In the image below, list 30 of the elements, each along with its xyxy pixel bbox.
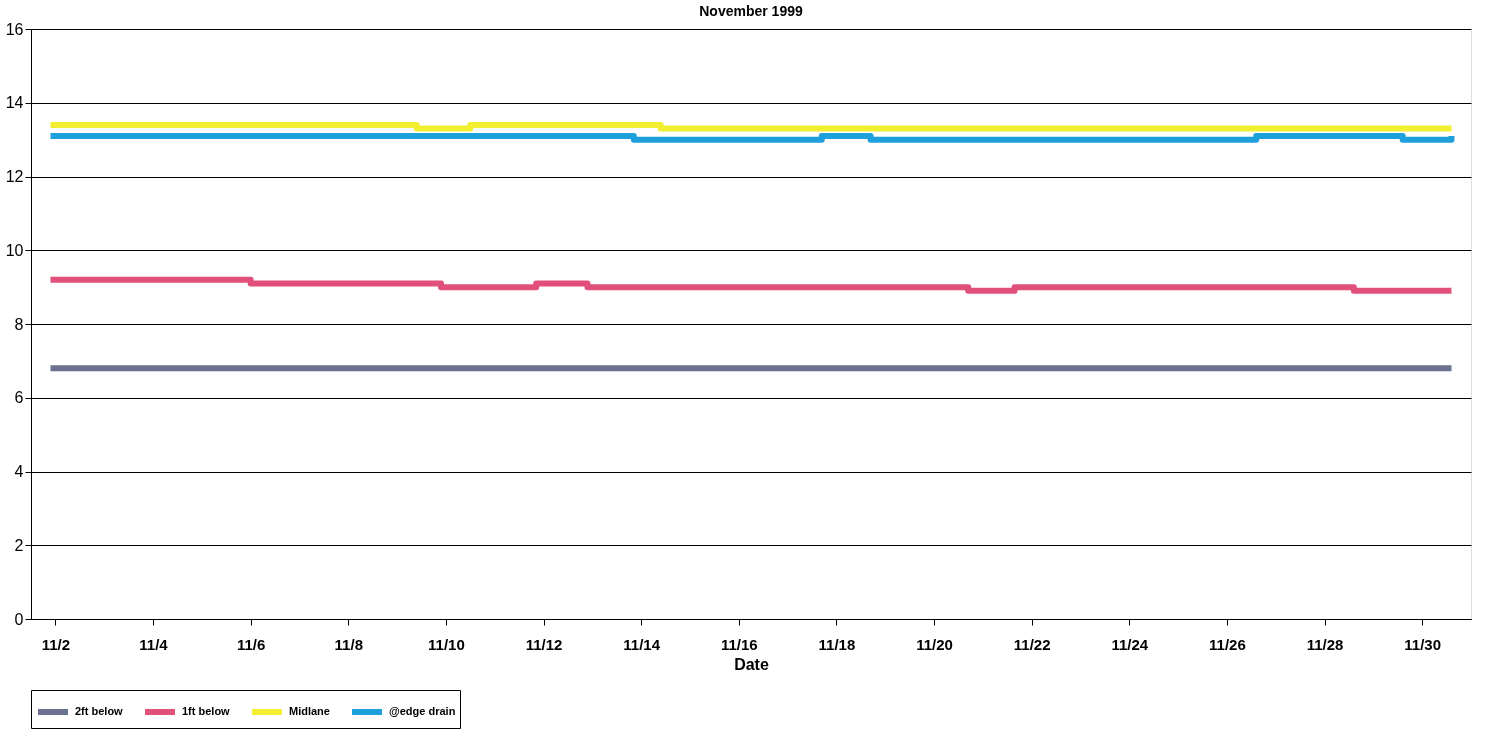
legend-label: 1ft below — [182, 705, 231, 717]
x-tick-label: 11/26 — [1209, 635, 1246, 653]
x-tick-label: 11/8 — [334, 635, 363, 653]
legend-label: Midlane — [289, 705, 330, 717]
y-tick-label: 4 — [14, 463, 24, 480]
y-tick-label: 2 — [14, 536, 24, 554]
y-tick-label: 16 — [5, 20, 24, 38]
y-tick-label: 10 — [5, 241, 24, 259]
x-tick-label: 11/16 — [720, 635, 758, 653]
x-tick-label: 11/10 — [428, 635, 465, 653]
x-tick-label: 11/2 — [41, 635, 71, 653]
chart-title: November 1999 — [699, 3, 803, 19]
x-tick-label: 11/28 — [1306, 635, 1344, 653]
y-tick-label: 12 — [5, 168, 24, 185]
y-tick-label: 8 — [14, 315, 24, 333]
x-tick-label: 11/18 — [818, 635, 856, 653]
x-tick-label: 11/24 — [1111, 635, 1149, 653]
legend-label: 2ft below — [75, 705, 124, 717]
x-tick-label: 11/20 — [916, 635, 953, 653]
x-axis-title: Date — [734, 655, 769, 673]
y-tick-label: 0 — [14, 610, 24, 628]
y-tick-label: 14 — [5, 94, 24, 112]
x-tick-label: 11/22 — [1013, 635, 1051, 653]
x-tick-label: 11/30 — [1404, 635, 1442, 653]
x-tick-label: 11/6 — [236, 635, 266, 653]
x-tick-label: 11/14 — [623, 635, 661, 653]
x-tick-label: 11/12 — [525, 635, 563, 653]
y-tick-label: 6 — [14, 389, 24, 407]
x-tick-label: 11/4 — [139, 635, 169, 653]
legend-label: @edge drain — [389, 705, 456, 717]
